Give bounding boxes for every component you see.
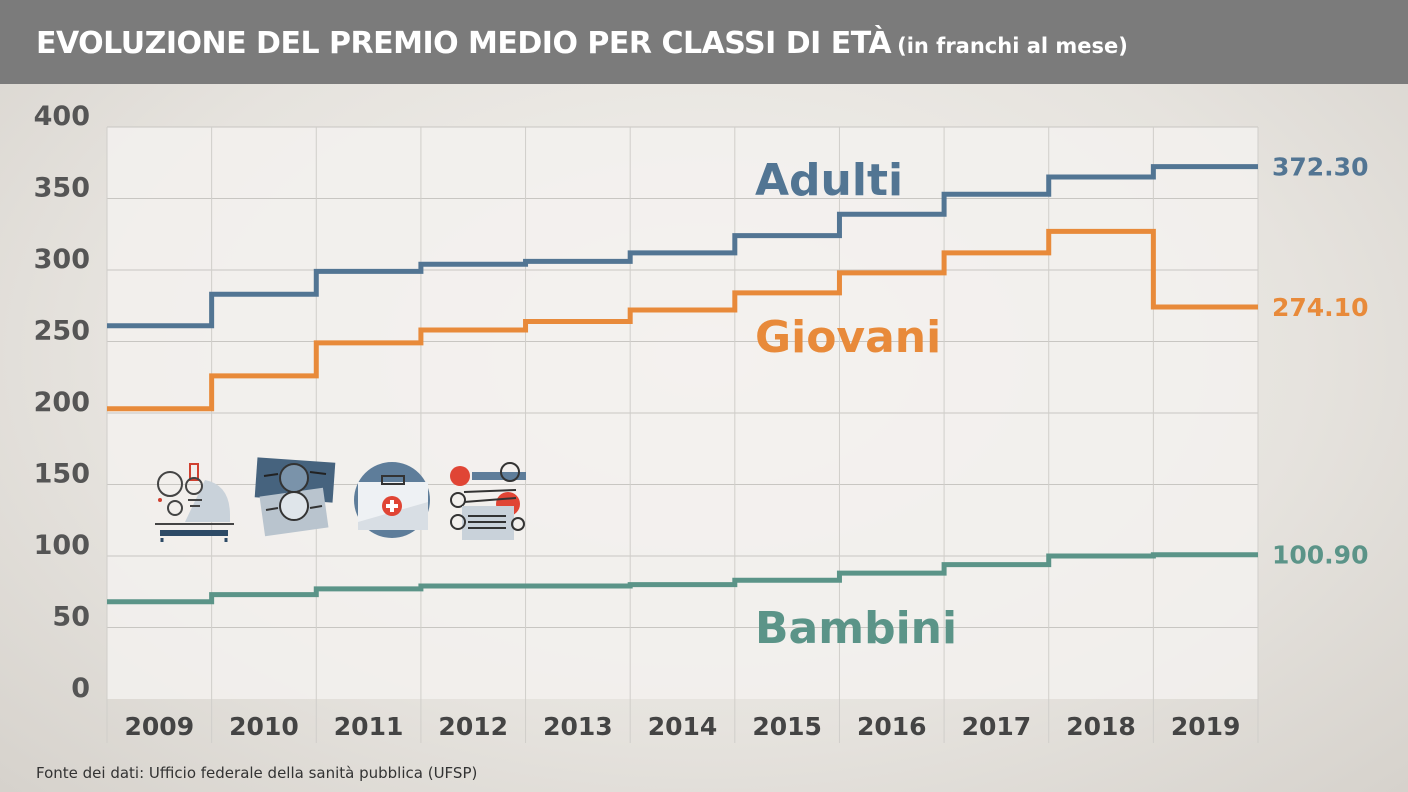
series-lines (107, 164, 1258, 605)
y-tick-label: 50 (52, 602, 90, 633)
data-source: Fonte dei dati: Ufficio federale della s… (36, 764, 478, 782)
x-tick-label: 2010 (229, 712, 299, 741)
y-tick-label: 150 (34, 459, 90, 490)
medical-icons (155, 457, 526, 542)
x-ray-film-icon (254, 457, 336, 537)
series-labels: 372.30 Adulti 274.10 Giovani 100.90 Bambini (755, 153, 1368, 654)
y-tick-label: 350 (34, 173, 90, 204)
y-tick-label: 300 (34, 244, 90, 275)
y-tick-label: 0 (71, 673, 90, 704)
series-name-label: Bambini (755, 603, 957, 654)
chart-subtitle: (in franchi al mese) (897, 34, 1128, 58)
end-value-label: 274.10 (1272, 293, 1368, 322)
x-tick-label: 2016 (857, 712, 927, 741)
series-line-bambini (107, 552, 1258, 605)
x-tick-label: 2011 (334, 712, 404, 741)
x-tick-label: 2012 (438, 712, 508, 741)
y-tick-label: 200 (34, 387, 90, 418)
x-tick-label: 2017 (962, 712, 1032, 741)
end-value-label: 100.90 (1272, 541, 1368, 570)
x-tick-label: 2018 (1066, 712, 1136, 741)
x-tick-label: 2009 (125, 712, 195, 741)
series-line-giovani (107, 228, 1258, 412)
medical-chart-icon (450, 462, 526, 540)
series-line-adulti (107, 164, 1258, 329)
end-value-label: 372.30 (1272, 153, 1368, 182)
series-name-label: Adulti (755, 155, 903, 206)
x-tick-label: 2019 (1171, 712, 1241, 741)
x-tick-label: 2013 (543, 712, 613, 741)
series-name-label: Giovani (755, 312, 941, 363)
header-bar (0, 0, 1408, 84)
page-title: EVOLUZIONE DEL PREMIO MEDIO PER CLASSI D… (36, 26, 1128, 61)
microscope-icon (155, 463, 234, 542)
first-aid-kit-icon (354, 462, 430, 538)
x-tick-label: 2014 (648, 712, 718, 741)
x-axis: 2009 2010 2011 2012 2013 2014 2015 2016 2017 2018… (125, 712, 1241, 741)
y-tick-label: 400 (34, 101, 90, 132)
y-tick-label: 250 (34, 316, 90, 347)
x-tick-label: 2015 (752, 712, 822, 741)
chart-title: EVOLUZIONE DEL PREMIO MEDIO PER CLASSI D… (36, 26, 892, 61)
y-tick-label: 100 (34, 530, 90, 561)
y-axis: 0 50 100 150 200 250 300 350 400 (34, 101, 90, 704)
